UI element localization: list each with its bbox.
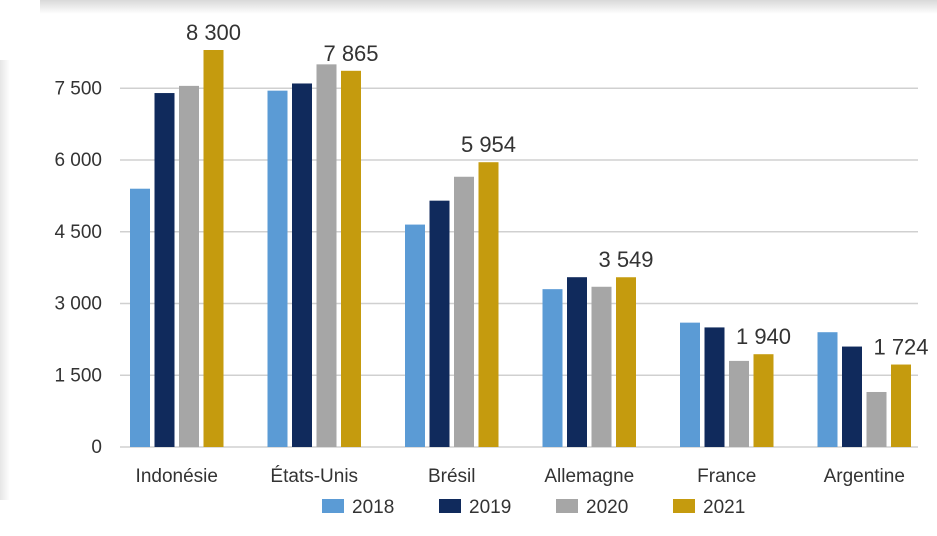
bar-2018-1: [267, 90, 288, 448]
x-tick-label: Indonésie: [136, 466, 218, 487]
y-tick-label: 3 000: [54, 294, 102, 315]
legend-label: 2018: [352, 497, 394, 518]
legend-swatch-2020: [556, 499, 578, 513]
bar-2020-0: [179, 85, 199, 447]
x-tick-label: France: [697, 466, 756, 487]
bar-2019-5: [842, 346, 862, 447]
x-axis-tick-labels: Indonésie États-Unis Brésil Allemagne France…: [136, 466, 905, 487]
bar-2018-2: [405, 224, 425, 447]
data-labels: 8 300 7 865 5 954 3 549 1 940 1 724: [186, 20, 929, 360]
legend-swatch-2021: [673, 499, 695, 513]
bar-2019-1: [292, 83, 312, 447]
bar-2020-5: [866, 391, 887, 447]
legend-label: 2020: [586, 497, 628, 518]
bar-2019-2: [429, 200, 450, 447]
data-label: 1 724: [873, 335, 928, 360]
legend-label: 2019: [469, 497, 511, 518]
data-label: 3 549: [598, 247, 653, 272]
data-label: 7 865: [323, 41, 378, 66]
bar-2021-1: [341, 70, 361, 447]
bar-2018-4: [680, 322, 700, 447]
x-tick-label: Argentine: [824, 466, 905, 487]
data-label: 5 954: [461, 132, 516, 157]
bar-2020-2: [454, 176, 474, 448]
x-tick-label: Allemagne: [544, 466, 634, 487]
bar-2019-4: [704, 327, 725, 447]
x-tick-label: États-Unis: [270, 466, 358, 487]
bar-2021-3: [616, 277, 636, 447]
legend-swatch-2018: [322, 499, 344, 513]
x-tick-label: Brésil: [428, 466, 476, 487]
y-tick-label: 4 500: [54, 222, 102, 243]
bar-2018-0: [130, 188, 150, 447]
bar-2020-3: [591, 286, 612, 447]
bar-2021-5: [891, 364, 911, 447]
bar-2018-3: [542, 289, 563, 447]
bar-2019-3: [567, 277, 587, 447]
bar-2020-4: [729, 360, 749, 447]
gridlines: [120, 87, 918, 448]
bar-2021-2: [478, 162, 499, 448]
y-axis-tick-labels: 0 1 500 3 000 4 500 6 000 7 500: [54, 78, 102, 458]
bar-2019-0: [154, 93, 175, 448]
left-edge-shadow: [0, 60, 10, 500]
y-tick-label: 1 500: [54, 365, 102, 386]
legend-label: 2021: [703, 497, 745, 518]
top-edge-shadow: [40, 0, 937, 14]
legend: 2018 2019 2020 2021: [322, 497, 745, 518]
legend-swatch-2019: [439, 499, 461, 513]
y-tick-label: 0: [91, 437, 102, 458]
y-tick-label: 7 500: [54, 78, 102, 99]
bar-2021-4: [753, 354, 774, 447]
data-label: 1 940: [736, 324, 791, 349]
y-tick-label: 6 000: [54, 150, 102, 171]
bar-2020-1: [316, 64, 337, 447]
bars: [130, 50, 911, 448]
bar-2021-0: [203, 50, 224, 447]
data-label: 8 300: [186, 20, 241, 45]
bar-2018-5: [817, 332, 838, 447]
